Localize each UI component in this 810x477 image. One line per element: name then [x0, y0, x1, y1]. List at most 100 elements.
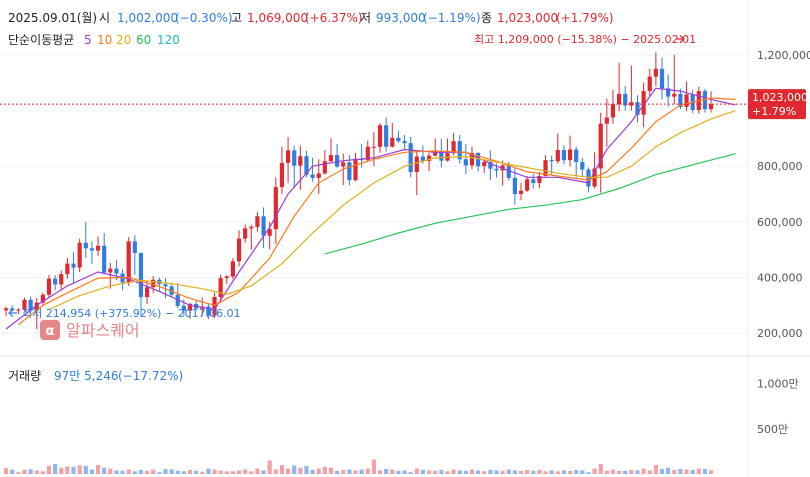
candle-body: [365, 146, 370, 161]
candle-body: [549, 160, 554, 162]
candle-body: [224, 276, 229, 279]
volume-bar: [285, 468, 291, 474]
max-price-annotation: 최고 1,209,000 (−15.38%) − 2025.02.01: [474, 33, 696, 46]
volume-bar: [531, 470, 536, 474]
volume-bar: [659, 469, 665, 474]
price-tick-label: 200,000: [757, 327, 803, 340]
candle-body: [236, 238, 242, 262]
volume-bar: [494, 470, 499, 474]
volume-bar: [40, 471, 45, 474]
volume-bar: [561, 470, 567, 474]
ma10-legend[interactable]: 10: [97, 33, 112, 47]
ma60-legend[interactable]: 60: [136, 33, 151, 47]
volume-bar: [567, 470, 573, 474]
volume-bar: [708, 470, 714, 474]
volume-bar: [255, 468, 260, 474]
volume-bar: [451, 469, 456, 474]
volume-bar: [377, 470, 383, 474]
candle-body: [4, 308, 9, 311]
candle-body: [629, 102, 634, 106]
candle-body: [457, 141, 462, 160]
volume-bar: [83, 465, 88, 474]
price-tick-label: 1,200,000: [757, 49, 810, 62]
volume-bar: [696, 468, 701, 474]
candle-body: [353, 158, 358, 181]
high-change: (+6.37%): [305, 11, 363, 25]
candle-body: [132, 241, 137, 254]
watermark-logo-glyph: α: [46, 324, 55, 339]
volume-bar: [335, 470, 340, 474]
volume-bar: [525, 469, 530, 474]
candle-body: [390, 137, 395, 147]
volume-bar: [59, 467, 64, 474]
candle-body: [316, 173, 321, 178]
volume-bar: [623, 470, 628, 474]
volume-tick-label: 1,000만: [757, 378, 799, 391]
candle-body: [65, 263, 70, 275]
volume-bar: [89, 469, 95, 474]
volume-bar: [537, 469, 542, 474]
candle-body: [433, 151, 438, 156]
volume-bar: [53, 464, 58, 474]
price-tick-label: 600,000: [757, 216, 803, 229]
high-value: 1,069,000: [247, 11, 308, 25]
candle-body: [335, 155, 340, 167]
volume-bar: [22, 469, 27, 474]
volume-bar: [298, 467, 303, 474]
volume-bar: [641, 468, 646, 474]
candle-body: [408, 143, 413, 173]
volume-bar: [635, 470, 640, 474]
watermark: α 알파스퀘어: [40, 320, 140, 340]
volume-bar: [194, 470, 199, 474]
candle-body: [617, 93, 622, 105]
volume-bar: [175, 470, 180, 474]
candle-body: [144, 287, 150, 297]
candle-body: [138, 253, 144, 297]
volume-bar: [500, 470, 505, 474]
ma5-legend[interactable]: 5: [84, 33, 92, 47]
volume-bar: [273, 469, 278, 474]
volume-bar: [414, 468, 419, 474]
volume-bar: [169, 469, 174, 474]
candle-body: [83, 242, 88, 249]
candle-body: [653, 68, 658, 77]
volume-bar: [316, 468, 321, 474]
candle-body: [230, 261, 236, 277]
candle-body: [102, 245, 107, 273]
candle-body: [494, 168, 499, 171]
candle-body: [212, 297, 217, 316]
low-change: (−1.19%): [423, 11, 481, 25]
candle-body: [659, 68, 665, 89]
volume-bar: [65, 466, 70, 474]
ma20-legend[interactable]: 20: [116, 33, 131, 47]
volume-bar: [384, 469, 389, 474]
volume-bar: [359, 469, 364, 474]
volume-bar: [132, 471, 137, 474]
volume-bar: [157, 472, 162, 474]
volume-bar: [580, 470, 585, 474]
volume-bar: [647, 470, 652, 474]
candle-body: [610, 104, 616, 118]
volume-bars: [4, 459, 714, 474]
volume-bar: [549, 470, 554, 474]
candle-body: [678, 93, 683, 107]
open-value: 1,002,000: [117, 11, 178, 25]
volume-bar: [144, 470, 150, 474]
candle-body: [598, 123, 603, 169]
candle-body: [163, 284, 168, 287]
volume-bar: [120, 470, 125, 474]
candle-body: [22, 299, 27, 310]
watermark-logo-icon: [40, 320, 60, 340]
volume-bar: [138, 469, 144, 474]
ma120-legend[interactable]: 120: [157, 33, 180, 47]
volume-bar: [396, 470, 401, 474]
volume-bar: [488, 469, 493, 474]
ma60-line: [324, 153, 736, 255]
volume-value: 97만 5,246: [54, 369, 118, 383]
volume-bar: [408, 472, 413, 474]
volume-bar: [181, 471, 186, 474]
volume-bar: [341, 469, 346, 474]
volume-bar: [666, 467, 671, 474]
open-label: 시: [99, 11, 110, 25]
